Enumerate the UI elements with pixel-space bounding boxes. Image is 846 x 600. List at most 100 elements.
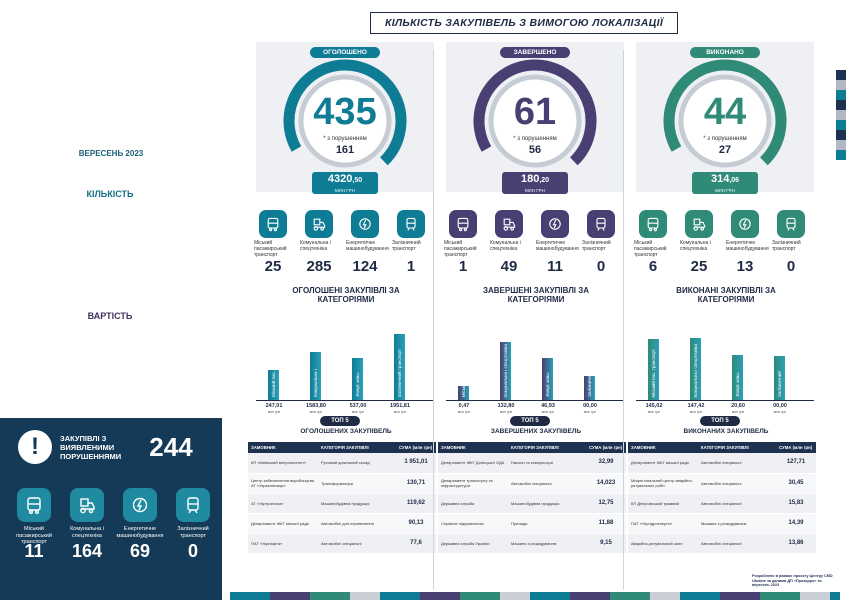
col-3-chart-title: ВИКОНАНІ ЗАКУПІВЛІ ЗА КАТЕГОРІЯМИ bbox=[676, 286, 776, 304]
col-3-cat-value-rail: 0 bbox=[786, 258, 796, 275]
col-1-sum-box: 4320,50 МЛН ГРН bbox=[312, 172, 378, 194]
col-3-top5-badge: ТОП 5 bbox=[700, 416, 740, 426]
col-2-top5-badge: ТОП 5 bbox=[510, 416, 550, 426]
footer-note: Розроблено в рамках проєкту Центру CMD U… bbox=[752, 574, 833, 587]
col-1-bar-unit-energy: млн грн bbox=[351, 410, 365, 414]
cost-value: 4,8 bbox=[79, 325, 143, 377]
col-3-table-cell: Департамент ЖКГ міської ради bbox=[628, 453, 698, 474]
col-2-table-header: КАТЕГОРІЯ ЗАКУПІВЛІ bbox=[508, 442, 586, 453]
col-3-bar-chart: Міський пас. транспорт Комунальна і спецт… bbox=[636, 320, 814, 400]
col-2-bar-value-municipal-tech: 132,80 bbox=[497, 403, 515, 409]
col-3-cat-label-municipal-tech: Комунальна і спецтехніка bbox=[680, 240, 711, 252]
col-3-table-row: ПАТ «Укргідроенерго» Машини з розкидуваче… bbox=[628, 513, 816, 534]
col-1-total: 435 bbox=[313, 91, 377, 133]
col-3-table-cell: 30,45 bbox=[776, 473, 816, 494]
col-3-sum-unit: МЛН ГРН bbox=[715, 188, 735, 193]
side-decoration bbox=[836, 70, 846, 160]
col-3-cat-value-municipal-tech: 25 bbox=[690, 258, 708, 275]
col-3-cat-label-rail: Залізничний транспорт bbox=[772, 240, 801, 252]
col-2-status-badge: ЗАВЕРШЕНО bbox=[500, 47, 570, 58]
col-3-bar-label-rail: Залізничний транспорт bbox=[777, 371, 791, 397]
col-1-bar-label-city-transport: Міський пас. транспорт bbox=[271, 370, 285, 397]
col-1-table-cell: Департамент ЖКГ міської ради bbox=[248, 513, 318, 534]
col-1-table-cell: Трансформатори bbox=[318, 473, 396, 494]
col-3-bar-city-transport: Міський пас. транспорт bbox=[648, 339, 659, 400]
report-month: ВЕРЕСЕНЬ 2023 bbox=[0, 146, 222, 162]
col-3-sum-dec: ,06 bbox=[729, 177, 740, 184]
col-2-ring bbox=[473, 59, 597, 183]
left-cat-label-rail: Залізничний транспорт bbox=[177, 526, 209, 539]
col-1-bar-label-energy: Енерг. маш. bbox=[355, 372, 360, 397]
col-3-sum-int: 314 bbox=[710, 173, 730, 185]
col-1-cat-label-rail: Залізничний транспорт bbox=[392, 240, 421, 252]
left-cat-value-energy: 69 bbox=[129, 541, 151, 561]
col-3-bar-rail: Залізничний транспорт bbox=[774, 356, 791, 400]
col-1-table-cell: 130,71 bbox=[396, 473, 436, 494]
col-1-bar-unit-city-transport: млн грн bbox=[267, 410, 281, 414]
col-2-sum-box: 180,20 МЛН ГРН bbox=[502, 172, 568, 194]
train-icon bbox=[176, 488, 210, 522]
col-2-bar-label-energy: Енерг. маш. bbox=[545, 372, 550, 397]
col-2-table-cell: Насоси та компресори bbox=[508, 453, 586, 474]
left-cat-value-city-transport: 11 bbox=[24, 541, 44, 561]
col-1-top5-table: ЗАМОВНИК КАТЕГОРІЯ ЗАКУПІВЛІ СУМА (млн грн… bbox=[248, 442, 436, 554]
col-2-bar-energy: Енерг. маш. bbox=[542, 358, 553, 400]
violations-value: 244 bbox=[149, 432, 193, 462]
column-divider-2 bbox=[623, 50, 624, 590]
col-1-table-cell: 77,6 bbox=[396, 533, 436, 554]
left-panel: CMD UKRAINE Center for Market Economy De… bbox=[0, 0, 222, 600]
col-2-cat-value-rail: 0 bbox=[596, 258, 606, 275]
col-3-table-cell: ПАТ «Укргідроенерго» bbox=[628, 513, 698, 534]
col-2-table-header: СУМА (млн грн) bbox=[586, 442, 626, 453]
col-2-bar-municipal-tech: Комунальна і спецтехніка bbox=[500, 342, 511, 400]
col-1-cat-value-energy: 124 bbox=[352, 258, 378, 275]
energy-icon bbox=[123, 488, 157, 522]
col-2-table-cell: Сервісне підприємство bbox=[438, 513, 508, 534]
col-1-table-cell: ПАТ «Укрнафта» bbox=[248, 533, 318, 554]
bus-icon bbox=[259, 210, 287, 238]
col-1-sum-int: 4320 bbox=[327, 173, 353, 185]
col-3-bar-label-city-transport: Міський пас. транспорт bbox=[651, 348, 656, 398]
col-3-violation-label: * з порушенням bbox=[703, 136, 747, 142]
col-2-sum-int: 180 bbox=[520, 173, 540, 185]
col-2-table-cell: Департамент транспорту та інфраструктури bbox=[438, 473, 508, 494]
col-3-bar-unit-municipal-tech: млн грн bbox=[689, 410, 703, 414]
col-3-table-header: СУМА (млн грн) bbox=[776, 442, 816, 453]
col-1-table-cell: Центр забезпечення виробництва АТ «Укрза… bbox=[248, 473, 318, 494]
col-1-cat-label-city-transport: Міський пасажирський транспорт bbox=[254, 240, 287, 258]
col-3-table-cell: 13,86 bbox=[776, 533, 816, 554]
col-3-cat-value-city-transport: 6 bbox=[648, 258, 658, 275]
col-1-bar-energy: Енерг. маш. bbox=[352, 358, 363, 400]
logo-desc: Center for Market Economy Development bbox=[62, 16, 142, 31]
col-2-table-cell: Державна служба України bbox=[438, 533, 508, 554]
col-2-bar-value-rail: 00,00 bbox=[583, 403, 597, 409]
col-2-table-row: Департамент транспорту та інфраструктури… bbox=[438, 473, 626, 494]
col-2-table-cell: 9,15 bbox=[586, 533, 626, 554]
col-3-table-cell: Машини з розкидувачем bbox=[698, 513, 776, 534]
col-1-bar-unit-rail: млн грн bbox=[393, 410, 407, 414]
col-3-table-cell: КП Дніпровський трамвай bbox=[628, 493, 698, 514]
col-1-table-row: АТ «Укртрансгаз» Машинобудівна продукція 1… bbox=[248, 493, 436, 514]
col-2-total: 61 bbox=[513, 91, 557, 133]
col-2-chart-title: ЗАВЕРШЕНІ ЗАКУПІВЛІ ЗА КАТЕГОРІЯМИ bbox=[482, 286, 590, 304]
col-2-table-cell: Державна служба bbox=[438, 493, 508, 514]
col-3-bar-unit-energy: млн грн bbox=[731, 410, 745, 414]
count-label: КІЛЬКІСТЬ bbox=[62, 186, 158, 202]
col-3-violation-count: 27 bbox=[718, 144, 732, 156]
col-1-bar-municipal-tech: Комунальна і спецтехніка bbox=[310, 352, 327, 400]
decorative-stripe bbox=[230, 592, 840, 600]
cost-label: ВАРТІСТЬ bbox=[62, 308, 158, 324]
col-2-cat-label-rail: Залізничний транспорт bbox=[582, 240, 611, 252]
col-1-table-cell: 90,13 bbox=[396, 513, 436, 534]
col-2-bar-label-rail: Залізничний транспорт bbox=[587, 371, 601, 397]
col-3-table-row: Департамент ЖКГ міської ради Автомобілі с… bbox=[628, 453, 816, 474]
col-3-bar-value-municipal-tech: 147,42 bbox=[687, 403, 705, 409]
col-1-bar-city-transport: Міський пас. транспорт bbox=[268, 370, 285, 400]
col-2-table-cell: 12,75 bbox=[586, 493, 626, 514]
col-1-table-cell: Автомобілі спеціальні bbox=[318, 533, 396, 554]
col-2-violation-label: * з порушенням bbox=[513, 136, 557, 142]
col-1-top5-title: ОГОЛОШЕНИХ ЗАКУПІВЕЛЬ bbox=[300, 428, 392, 435]
bus-icon bbox=[17, 488, 51, 522]
col-3-table-header: КАТЕГОРІЯ ЗАКУПІВЛІ bbox=[698, 442, 776, 453]
energy-icon bbox=[351, 210, 379, 238]
